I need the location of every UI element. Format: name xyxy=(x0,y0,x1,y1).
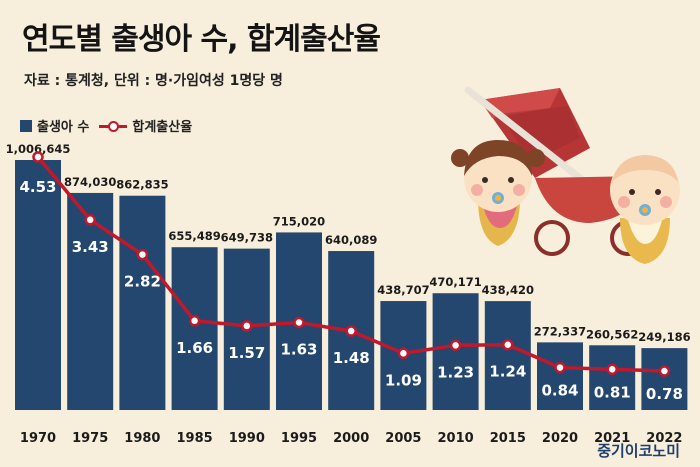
line-label-1995: 1.63 xyxy=(280,340,317,358)
x-tick-2021: 2021 xyxy=(594,431,630,446)
line-point-2015 xyxy=(502,338,514,351)
x-tick-1985: 1985 xyxy=(177,431,213,446)
x-tick-1970: 1970 xyxy=(20,431,56,446)
line-series xyxy=(32,151,671,377)
bar-label-2010: 470,171 xyxy=(429,275,481,289)
line-label-1990: 1.57 xyxy=(228,344,265,362)
bar-label-1985: 655,489 xyxy=(168,229,220,243)
x-tick-2005: 2005 xyxy=(385,431,421,446)
bar-label-2021: 260,562 xyxy=(586,327,638,341)
line-label-2020: 0.84 xyxy=(541,382,578,400)
baby-girl-icon xyxy=(451,140,545,246)
x-tick-1995: 1995 xyxy=(281,431,317,446)
legend-bar-swatch xyxy=(20,119,32,132)
baby-boy-icon xyxy=(610,155,680,264)
wheel-icon xyxy=(534,220,570,256)
bar-label-2000: 640,089 xyxy=(325,233,377,247)
bar-value-labels: 1,006,645 874,030 862,835 655,489 649,738715… xyxy=(6,142,691,344)
bar-label-2015: 438,420 xyxy=(482,283,534,297)
line-point-1970 xyxy=(32,151,44,163)
x-tick-2015: 2015 xyxy=(490,431,526,446)
line-label-1975: 3.43 xyxy=(72,238,109,256)
legend-line-swatch xyxy=(99,120,128,132)
line-label-1970: 4.53 xyxy=(19,178,56,196)
bar-label-1975: 874,030 xyxy=(64,175,116,189)
bar-1970 xyxy=(15,160,61,410)
legend-line-label: 합계출산율 xyxy=(132,120,193,135)
x-tick-1990: 1990 xyxy=(229,431,265,446)
brand-logo-text: 중기이코노미 xyxy=(597,442,680,460)
x-tick-2020: 2020 xyxy=(542,431,578,446)
line-point-2022 xyxy=(658,365,671,377)
bar-2010 xyxy=(432,293,479,410)
x-tick-2010: 2010 xyxy=(438,431,474,446)
line-label-1980: 2.82 xyxy=(124,273,161,291)
line-point-2010 xyxy=(449,339,462,352)
x-tick-2000: 2000 xyxy=(333,431,369,446)
line-point-2021 xyxy=(606,363,618,376)
line-point-2000 xyxy=(345,325,357,337)
line-point-1990 xyxy=(241,320,253,332)
chart-title: 연도별 출생아 수, 합계출산율 xyxy=(22,22,381,57)
bar-2015 xyxy=(484,301,531,410)
bar-label-2005: 438,707 xyxy=(377,283,429,297)
line-point-2005 xyxy=(397,347,410,360)
line-label-2000: 1.48 xyxy=(333,349,370,367)
bar-label-1990: 649,738 xyxy=(221,231,273,245)
line-label-2005: 1.09 xyxy=(385,371,422,389)
bar-label-2020: 272,337 xyxy=(534,324,586,338)
bar-1980 xyxy=(119,195,166,410)
x-tick-2022: 2022 xyxy=(646,431,682,446)
line-point-1975 xyxy=(84,214,96,226)
line-point-1980 xyxy=(136,248,149,261)
bar-1985 xyxy=(171,247,218,410)
line-point-1985 xyxy=(188,315,201,327)
line-label-1985: 1.66 xyxy=(176,339,213,357)
legend-bar-label: 출생아 수 xyxy=(37,120,90,135)
line-value-labels: 4.53 3.43 2.82 1.66 1.57 1.63 1.48 1.09 1.23 1.24… xyxy=(19,178,682,403)
bar-series xyxy=(15,160,688,410)
legend: 출생아 수 합계출산율 xyxy=(20,116,192,135)
line-label-2022: 0.78 xyxy=(646,385,683,403)
stroller-handle xyxy=(464,86,594,190)
x-tick-1975: 1975 xyxy=(72,431,108,446)
line-point-2020 xyxy=(554,361,566,374)
bar-label-1980: 862,835 xyxy=(116,178,168,192)
line-label-2021: 0.81 xyxy=(594,383,631,401)
source-note: 자료 : 통계청, 단위 : 명·가임여성 1명당 명 xyxy=(24,73,283,89)
line-label-2015: 1.24 xyxy=(489,363,526,381)
x-tick-1980: 1980 xyxy=(124,431,160,446)
baby-stroller-illustration xyxy=(451,86,680,264)
bar-label-1995: 715,020 xyxy=(273,214,325,228)
bar-label-1970: 1,006,645 xyxy=(6,142,71,156)
line-point-1995 xyxy=(293,316,305,329)
bar-2022 xyxy=(641,348,688,410)
bar-2021 xyxy=(589,345,636,410)
x-axis: 1970 1975 1980 1985 1990 1995 2000 2005 2010 2015… xyxy=(20,431,683,446)
bar-label-2022: 249,186 xyxy=(638,330,690,344)
line-label-2010: 1.23 xyxy=(437,363,474,381)
bar-2020 xyxy=(537,342,583,410)
